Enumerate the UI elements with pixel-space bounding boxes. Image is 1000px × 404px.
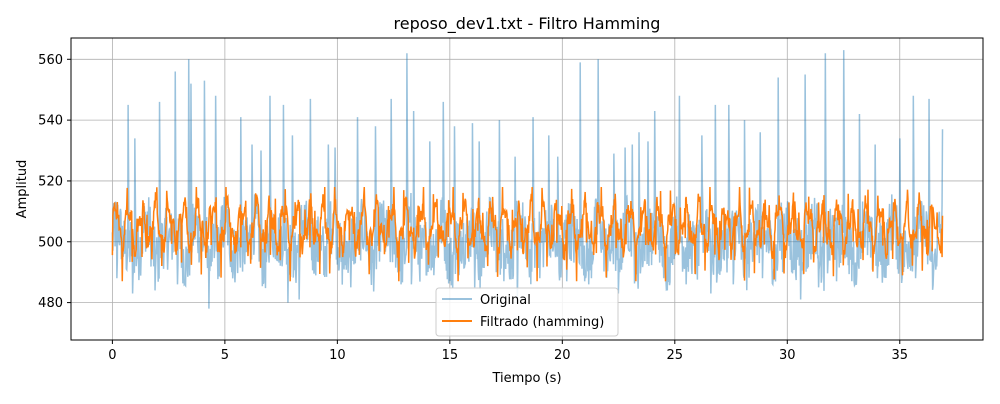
x-tick-label: 10 xyxy=(329,348,346,363)
legend: Original Filtrado (hamming) xyxy=(435,287,619,337)
x-tick-label: 0 xyxy=(108,348,116,363)
x-tick-label: 35 xyxy=(891,348,908,363)
legend-label-filtered: Filtrado (hamming) xyxy=(480,315,604,330)
y-tick-label: 540 xyxy=(38,114,63,129)
y-tick-label: 560 xyxy=(38,53,63,68)
series-line-filtered xyxy=(111,186,944,282)
plot-frame xyxy=(70,37,984,341)
x-tick-label: 25 xyxy=(667,348,684,363)
y-tick-label: 480 xyxy=(38,296,63,311)
series-group xyxy=(111,50,944,309)
x-tick-label: 5 xyxy=(221,348,229,363)
legend-label-original: Original xyxy=(480,293,531,308)
axis-ticks: 0 5 10 15 20 25 30 35 480 500 520 540 560 xyxy=(38,53,908,363)
y-tick-label: 520 xyxy=(38,174,63,189)
y-axis-label: Amplitud xyxy=(15,160,30,219)
x-axis-label: Tiempo (s) xyxy=(491,371,561,386)
x-tick-label: 15 xyxy=(442,348,459,363)
legend-box xyxy=(435,287,619,337)
y-tick-label: 500 xyxy=(38,235,63,250)
x-tick-label: 20 xyxy=(554,348,571,363)
x-tick-label: 30 xyxy=(779,348,796,363)
chart-title: reposo_dev1.txt - Filtro Hamming xyxy=(394,14,661,34)
